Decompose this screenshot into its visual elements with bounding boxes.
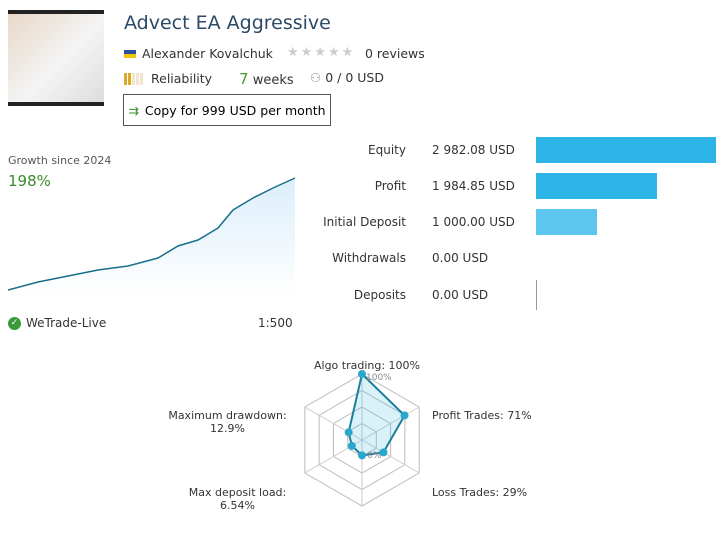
reliability: Reliability <box>124 71 212 86</box>
stat-label: Withdrawals <box>332 251 406 265</box>
reliability-label: Reliability <box>151 71 213 86</box>
radar-label-max-drawdown: Maximum drawdown: 12.9% <box>168 409 287 435</box>
stat-label: Initial Deposit <box>323 215 406 229</box>
users-icon: ⚇ <box>310 70 322 85</box>
growth-value: 198% <box>8 172 51 190</box>
stat-label: Profit <box>374 179 406 193</box>
stat-bar <box>536 137 716 163</box>
weeks: 7 weeks <box>239 70 294 88</box>
broker[interactable]: ✓ WeTrade-Live <box>8 316 106 330</box>
stat-value: 1 000.00 USD <box>432 215 515 229</box>
copy-icon: ⇉ <box>128 102 139 118</box>
reviews-link[interactable]: 0 reviews <box>365 46 425 61</box>
flag-icon <box>124 49 136 58</box>
radar-point <box>358 451 366 460</box>
stat-value: 0.00 USD <box>432 251 489 265</box>
weeks-label: weeks <box>252 73 294 88</box>
subscribers: ⚇ 0 / 0 USD <box>310 70 384 85</box>
rating-stars: ★★★★★ <box>287 45 356 60</box>
stat-label: Deposits <box>353 288 406 302</box>
stat-value: 1 984.85 USD <box>432 179 515 193</box>
radar-label-profit-trades: Profit Trades: 71% <box>432 409 532 422</box>
radar-point <box>400 411 409 420</box>
author[interactable]: Alexander Kovalchuk <box>124 46 273 61</box>
leverage: 1:500 <box>258 316 293 330</box>
growth-line <box>8 177 296 291</box>
radar-area <box>347 372 406 457</box>
author-name[interactable]: Alexander Kovalchuk <box>142 46 273 61</box>
radar-point <box>344 428 353 437</box>
reliability-bar <box>124 72 143 85</box>
weeks-number: 7 <box>239 70 249 88</box>
radar-label-algo: Algo trading: 100% <box>313 359 420 372</box>
signal-avatar <box>8 10 104 106</box>
growth-area <box>8 178 295 295</box>
bar-axis <box>536 280 537 310</box>
stat-label: Equity <box>368 143 406 157</box>
radar-scale-min: 0% <box>367 451 382 461</box>
verified-check-icon: ✓ <box>8 316 21 330</box>
radar-label-loss-trades: Loss Trades: 29% <box>432 486 528 499</box>
copy-signal-button[interactable]: ⇉ Copy for 999 USD per month <box>123 94 331 126</box>
radar-axis <box>304 406 363 441</box>
copy-label: Copy for 999 USD per month <box>144 102 326 118</box>
stat-bar <box>536 173 657 199</box>
subscribers-value: 0 / 0 USD <box>325 70 384 85</box>
stat-value: 2 982.08 USD <box>432 143 515 157</box>
stat-value: 0.00 USD <box>432 288 489 302</box>
radar-point <box>379 448 388 457</box>
growth-label: Growth since 2024 <box>8 154 112 167</box>
radar-label-max-load: Max deposit load: 6.54% <box>188 486 287 512</box>
broker-name[interactable]: WeTrade-Live <box>26 316 107 330</box>
radar-axis <box>361 439 420 474</box>
signal-title[interactable]: Advect EA Aggressive <box>124 12 331 34</box>
radar-point <box>358 370 366 378</box>
stat-bar <box>536 209 598 235</box>
radar-axis <box>361 406 420 441</box>
radar-scale-max: 100% <box>366 373 392 383</box>
radar-point <box>347 441 356 450</box>
growth-chart <box>8 177 296 295</box>
